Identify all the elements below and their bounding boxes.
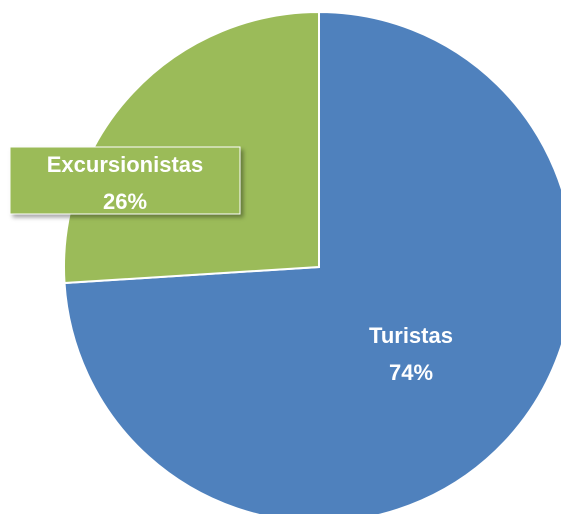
data-label-name: Turistas — [369, 323, 453, 348]
data-label-value: 26% — [103, 189, 147, 214]
label-box — [9, 146, 241, 215]
data-label-name: Excursionistas — [47, 152, 204, 177]
data-label-value: 74% — [389, 360, 433, 385]
pie-slice — [63, 10, 561, 514]
